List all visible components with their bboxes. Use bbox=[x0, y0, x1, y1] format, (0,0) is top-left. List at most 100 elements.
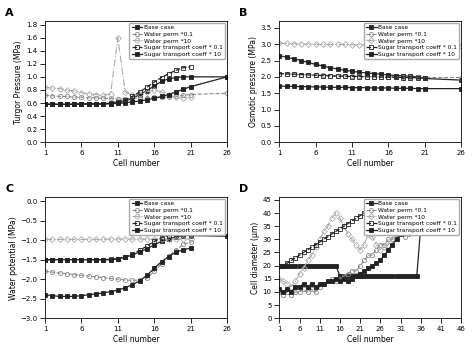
Sugar transport coeff * 0.1 bbox=[122, 98, 128, 102]
Sugar transport coeff * 10 bbox=[42, 293, 48, 297]
X-axis label: Cell number: Cell number bbox=[113, 159, 159, 168]
Base case bbox=[408, 74, 413, 78]
Sugar transport coeff * 10 bbox=[137, 279, 143, 283]
Water perm *10 bbox=[357, 248, 363, 252]
Sugar transport coeff * 10 bbox=[414, 221, 419, 226]
Base case bbox=[57, 258, 63, 262]
Water perm *0.1 bbox=[297, 290, 302, 294]
Sugar transport coeff * 10 bbox=[79, 102, 84, 106]
Base case bbox=[108, 102, 113, 106]
Water perm *0.1 bbox=[414, 227, 419, 231]
Sugar transport coeff * 10 bbox=[71, 102, 77, 106]
Line: Water perm *10: Water perm *10 bbox=[277, 211, 443, 289]
Water perm *10 bbox=[422, 44, 428, 48]
Base case bbox=[337, 274, 343, 278]
Base case bbox=[335, 67, 340, 71]
Sugar transport coeff * 0.1 bbox=[281, 264, 286, 268]
Base case bbox=[341, 274, 347, 278]
Base case bbox=[224, 234, 230, 238]
Water perm *10 bbox=[390, 237, 395, 241]
Water perm *0.1 bbox=[345, 271, 351, 276]
Base case bbox=[430, 224, 436, 228]
Sugar transport coeff * 10 bbox=[276, 84, 282, 88]
Water perm *10 bbox=[415, 44, 420, 48]
Water perm *10 bbox=[64, 237, 70, 241]
Sugar transport coeff * 0.1 bbox=[408, 75, 413, 80]
Sugar transport coeff * 0.1 bbox=[349, 219, 355, 223]
Sugar transport coeff * 10 bbox=[137, 99, 143, 103]
Water perm *10 bbox=[79, 90, 84, 95]
Y-axis label: Osmotic pressure (MPa): Osmotic pressure (MPa) bbox=[249, 36, 258, 127]
Line: Sugar transport coeff * 0.1: Sugar transport coeff * 0.1 bbox=[43, 65, 193, 107]
Sugar transport coeff * 10 bbox=[115, 288, 121, 292]
Sugar transport coeff * 0.1 bbox=[276, 264, 282, 268]
Base case bbox=[144, 247, 150, 251]
Sugar transport coeff * 0.1 bbox=[115, 256, 121, 260]
Water perm *10 bbox=[341, 224, 347, 228]
Line: Water perm *0.1: Water perm *0.1 bbox=[277, 216, 443, 297]
Base case bbox=[400, 74, 406, 78]
Base case bbox=[328, 65, 333, 70]
Water perm *0.1 bbox=[122, 278, 128, 282]
Sugar transport coeff * 10 bbox=[386, 248, 392, 252]
Base case bbox=[365, 274, 371, 278]
Water perm *0.1 bbox=[159, 262, 164, 266]
Base case bbox=[422, 76, 428, 81]
Water perm *10 bbox=[320, 42, 326, 46]
Sugar transport coeff * 10 bbox=[64, 102, 70, 106]
Sugar transport coeff * 0.1 bbox=[357, 214, 363, 218]
Base case bbox=[151, 84, 157, 88]
Base case bbox=[313, 62, 319, 67]
Base case bbox=[345, 274, 351, 278]
Sugar transport coeff * 0.1 bbox=[414, 214, 419, 218]
Base case bbox=[317, 264, 323, 268]
Sugar transport coeff * 10 bbox=[402, 227, 408, 231]
Sugar transport coeff * 10 bbox=[281, 290, 286, 294]
Sugar transport coeff * 10 bbox=[159, 259, 164, 264]
Water perm *0.1 bbox=[329, 277, 335, 281]
Base case bbox=[151, 243, 157, 247]
Water perm *10 bbox=[374, 243, 379, 247]
Sugar transport coeff * 0.1 bbox=[166, 233, 172, 238]
Base case bbox=[329, 264, 335, 268]
Sugar transport coeff * 10 bbox=[434, 216, 440, 220]
Water perm *0.1 bbox=[291, 72, 297, 76]
Base case bbox=[188, 75, 193, 79]
Sugar transport coeff * 0.1 bbox=[341, 224, 347, 228]
Base case bbox=[434, 224, 440, 228]
Line: Sugar transport coeff * 0.1: Sugar transport coeff * 0.1 bbox=[277, 71, 427, 80]
Sugar transport coeff * 10 bbox=[129, 283, 135, 287]
Sugar transport coeff * 0.1 bbox=[173, 68, 179, 73]
Base case bbox=[374, 274, 379, 278]
Water perm *0.1 bbox=[410, 230, 416, 234]
Sugar transport coeff * 10 bbox=[284, 287, 290, 291]
Sugar transport coeff * 0.1 bbox=[438, 211, 444, 215]
Water perm *10 bbox=[159, 237, 164, 241]
Base case bbox=[321, 264, 327, 268]
Water perm *0.1 bbox=[313, 73, 319, 77]
Sugar transport coeff * 10 bbox=[365, 266, 371, 270]
Sugar transport coeff * 0.1 bbox=[400, 75, 406, 80]
Water perm *0.1 bbox=[166, 95, 172, 99]
Sugar transport coeff * 0.1 bbox=[377, 221, 383, 226]
Sugar transport coeff * 10 bbox=[42, 102, 48, 106]
Sugar transport coeff * 10 bbox=[329, 279, 335, 284]
Sugar transport coeff * 10 bbox=[144, 273, 150, 277]
Sugar transport coeff * 10 bbox=[325, 279, 331, 284]
Sugar transport coeff * 0.1 bbox=[320, 74, 326, 78]
Water perm *0.1 bbox=[284, 290, 290, 294]
Sugar transport coeff * 0.1 bbox=[42, 102, 48, 106]
Sugar transport coeff * 10 bbox=[378, 86, 384, 90]
Base case bbox=[289, 264, 294, 268]
Water perm *0.1 bbox=[337, 277, 343, 281]
Water perm *10 bbox=[313, 42, 319, 46]
Water perm *0.1 bbox=[42, 93, 48, 97]
Base case bbox=[49, 102, 55, 106]
Water perm *0.1 bbox=[57, 271, 63, 275]
Sugar transport coeff * 10 bbox=[173, 90, 179, 94]
Sugar transport coeff * 0.1 bbox=[415, 76, 420, 80]
Water perm *0.1 bbox=[394, 232, 400, 236]
Sugar transport coeff * 10 bbox=[284, 84, 290, 88]
Y-axis label: Turgor Pressure (MPa): Turgor Pressure (MPa) bbox=[14, 40, 23, 124]
Base case bbox=[115, 101, 121, 105]
